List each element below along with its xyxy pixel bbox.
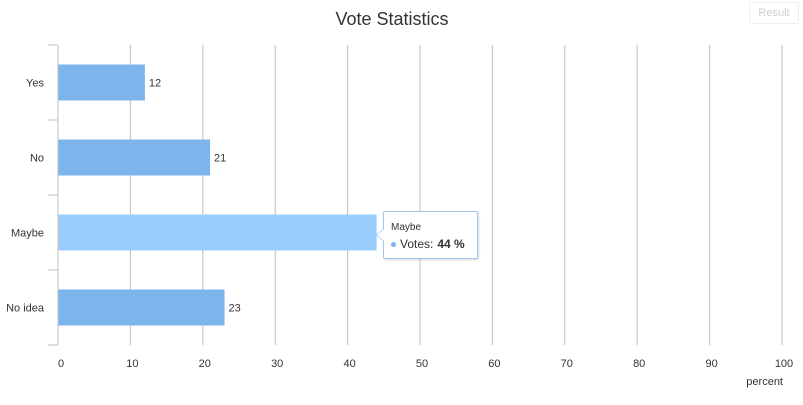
tooltip-value: 44 % xyxy=(437,237,465,251)
x-tick-label: 80 xyxy=(633,358,645,370)
x-tick-label: 10 xyxy=(126,358,138,370)
result-button[interactable]: Result xyxy=(749,2,799,24)
tooltip-series-label: Votes: xyxy=(400,237,434,251)
x-tick-label: 60 xyxy=(488,358,500,370)
x-tick-label: 90 xyxy=(705,358,717,370)
x-tick-label: 30 xyxy=(271,358,283,370)
x-tick-label: 40 xyxy=(343,358,355,370)
tooltip-marker-icon xyxy=(391,241,396,247)
tooltip-title: Maybe xyxy=(391,222,422,233)
data-label: 21 xyxy=(214,153,226,165)
bar-layer: 12 21 23 xyxy=(58,64,377,326)
y-axis-title: percent xyxy=(746,376,783,388)
data-label: 23 xyxy=(229,303,241,315)
x-tick-label: 0 xyxy=(58,358,64,370)
chart-title: Vote Statistics xyxy=(335,9,448,29)
grid-layer xyxy=(129,45,783,345)
bar-no-idea[interactable] xyxy=(58,289,225,326)
bar-maybe[interactable] xyxy=(58,214,377,251)
bar-yes[interactable] xyxy=(58,64,145,101)
category-label: Yes xyxy=(26,78,44,90)
tooltip-row: Votes: 44 % xyxy=(391,237,469,251)
x-tick-label: 20 xyxy=(199,358,211,370)
x-tick-label: 70 xyxy=(561,358,573,370)
tooltip: Maybe Votes: 44 % xyxy=(376,211,478,259)
data-label: 12 xyxy=(149,78,161,90)
bar-no[interactable] xyxy=(58,139,211,176)
category-label: No xyxy=(30,153,44,165)
x-tick-label: 50 xyxy=(416,358,428,370)
category-label: Maybe xyxy=(11,228,44,240)
x-tick-label: 100 xyxy=(775,358,793,370)
category-label: No idea xyxy=(6,303,45,315)
axis-layer: 0 10 20 30 40 50 60 70 80 90 100 Yes No Maybe No idea xyxy=(6,44,793,370)
